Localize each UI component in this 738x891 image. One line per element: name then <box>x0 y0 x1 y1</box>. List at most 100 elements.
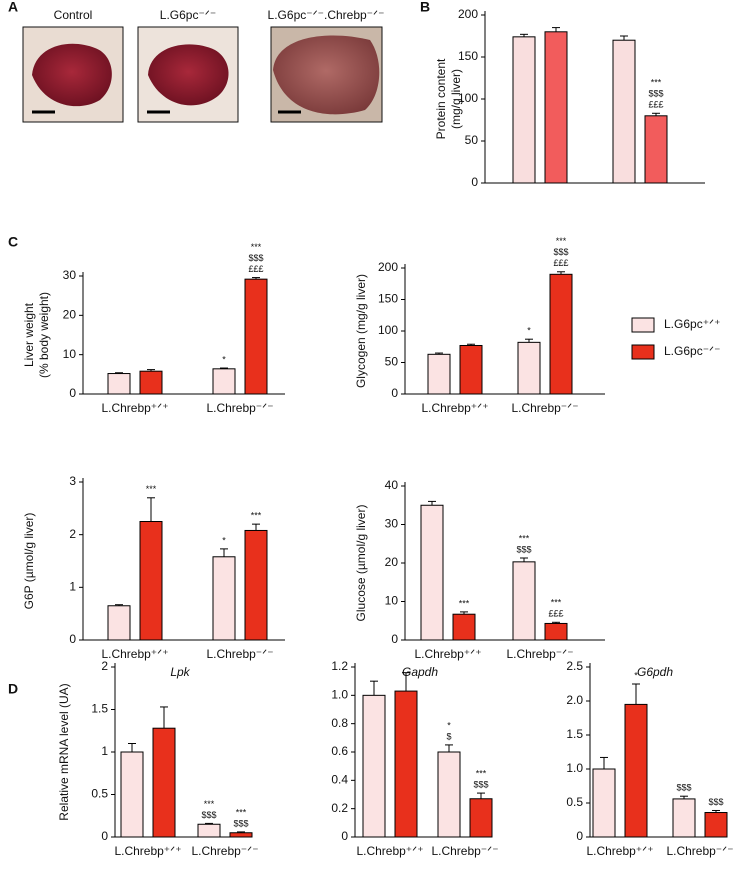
y-tick-label: 2 <box>69 527 76 541</box>
error-bar <box>115 372 123 374</box>
y-tick-label: 1.5 <box>566 727 583 741</box>
y-tick-label: 1.2 <box>331 659 348 673</box>
panel-letter: A <box>8 0 18 15</box>
y-axis-label: Liver weight <box>22 302 36 367</box>
error-bar <box>402 672 410 692</box>
y-tick-label: 2 <box>101 659 108 673</box>
y-axis-label: G6P (µmol/g liver) <box>22 513 36 610</box>
error-bar <box>460 611 468 615</box>
x-tick-label: L.Chrebp⁻ᐟ⁻ <box>666 844 733 858</box>
y-tick-label: 100 <box>458 91 478 105</box>
y-tick-label: 1.0 <box>331 688 348 702</box>
photo <box>22 26 124 123</box>
error-bar <box>237 831 245 833</box>
bar <box>107 605 131 641</box>
y-tick-label: 3 <box>69 474 76 488</box>
error-bar <box>600 756 608 769</box>
bar <box>469 798 493 838</box>
bar <box>120 751 144 838</box>
y-tick-label: 50 <box>385 355 399 369</box>
error-bar <box>520 33 528 37</box>
y-tick-label: 1.5 <box>91 702 108 716</box>
bar <box>452 613 476 641</box>
error-bar <box>252 277 260 280</box>
bar <box>704 812 728 838</box>
significance-label: $$$ <box>516 544 531 554</box>
x-tick-label: L.Chrebp⁺ᐟ⁺ <box>414 647 481 661</box>
bar <box>139 370 163 395</box>
y-tick-label: 0.2 <box>331 801 348 815</box>
x-tick-label: L.Chrebp⁻ᐟ⁻ <box>431 844 498 858</box>
y-tick-label: 150 <box>378 292 398 306</box>
y-axis-label: Glucose (µmol/g liver) <box>354 505 368 622</box>
x-tick-label: L.Chrebp⁺ᐟ⁺ <box>356 844 423 858</box>
y-tick-label: 200 <box>378 260 398 274</box>
y-axis-label: Relative mRNA level (UA) <box>57 683 71 820</box>
error-bar <box>445 744 453 752</box>
error-bar <box>632 683 640 705</box>
x-tick-label: L.Chrebp⁻ᐟ⁻ <box>506 647 573 661</box>
x-tick-label: L.Chrebp⁺ᐟ⁺ <box>101 647 168 661</box>
significance-label: * <box>447 720 451 730</box>
significance-label: $$$ <box>201 810 216 820</box>
error-bar <box>252 523 260 531</box>
significance-label: *** <box>556 236 567 246</box>
significance-label: * <box>634 670 638 680</box>
panel-letter: C <box>8 234 18 250</box>
y-tick-label: 0 <box>341 829 348 843</box>
y-tick-label: 10 <box>385 594 399 608</box>
significance-label: $$$ <box>553 247 568 257</box>
y-tick-label: 0 <box>471 175 478 189</box>
bar <box>362 694 386 838</box>
error-bar <box>147 369 155 372</box>
bar <box>512 36 536 184</box>
error-bar <box>147 497 155 522</box>
y-tick-label: 0 <box>576 829 583 843</box>
bar <box>544 31 568 184</box>
bar <box>212 556 236 641</box>
error-bar <box>712 809 720 813</box>
error-bar <box>128 743 136 752</box>
bar <box>644 115 668 184</box>
y-axis-label: (mg/g liver) <box>449 69 463 129</box>
y-tick-label: 40 <box>385 478 399 492</box>
significance-label: *** <box>236 807 247 817</box>
significance-label: * <box>527 326 531 336</box>
significance-label: £££ <box>248 264 263 274</box>
significance-label: £££ <box>548 609 563 619</box>
bar <box>212 368 236 395</box>
bar <box>427 353 451 395</box>
bar <box>592 768 616 838</box>
error-bar <box>552 27 560 32</box>
x-tick-label: L.Chrebp⁻ᐟ⁻ <box>206 647 273 661</box>
photo-label: L.G6pc⁻ᐟ⁻.Chrebp⁻ᐟ⁻ <box>268 8 385 22</box>
significance-label: $ <box>446 731 451 741</box>
y-axis-label: (% body weight) <box>37 292 51 378</box>
panel-letter: D <box>8 681 18 697</box>
error-bar <box>557 271 565 275</box>
y-tick-label: 150 <box>458 49 478 63</box>
y-tick-label: 30 <box>63 268 77 282</box>
legend-label: L.G6pc⁺ᐟ⁺ <box>664 317 720 331</box>
significance-label: £££ <box>553 258 568 268</box>
y-tick-label: 0 <box>101 829 108 843</box>
x-tick-label: L.Chrebp⁺ᐟ⁺ <box>421 401 488 415</box>
y-tick-label: 0 <box>391 386 398 400</box>
significance-label: * <box>222 535 226 545</box>
photo <box>270 26 383 123</box>
y-tick-label: 2.0 <box>566 693 583 707</box>
bar <box>197 823 221 838</box>
significance-label: $$$ <box>648 89 663 99</box>
bar <box>139 521 163 641</box>
y-tick-label: 50 <box>465 133 479 147</box>
bar <box>152 727 176 838</box>
y-tick-label: 0.5 <box>566 795 583 809</box>
x-tick-label: L.Chrebp⁻ᐟ⁻ <box>511 401 578 415</box>
error-bar <box>370 680 378 696</box>
error-bar <box>435 352 443 355</box>
bar <box>459 344 483 395</box>
significance-label: *** <box>251 242 262 252</box>
y-tick-label: 10 <box>63 347 77 361</box>
error-bar <box>520 557 528 562</box>
error-bar <box>525 338 533 343</box>
